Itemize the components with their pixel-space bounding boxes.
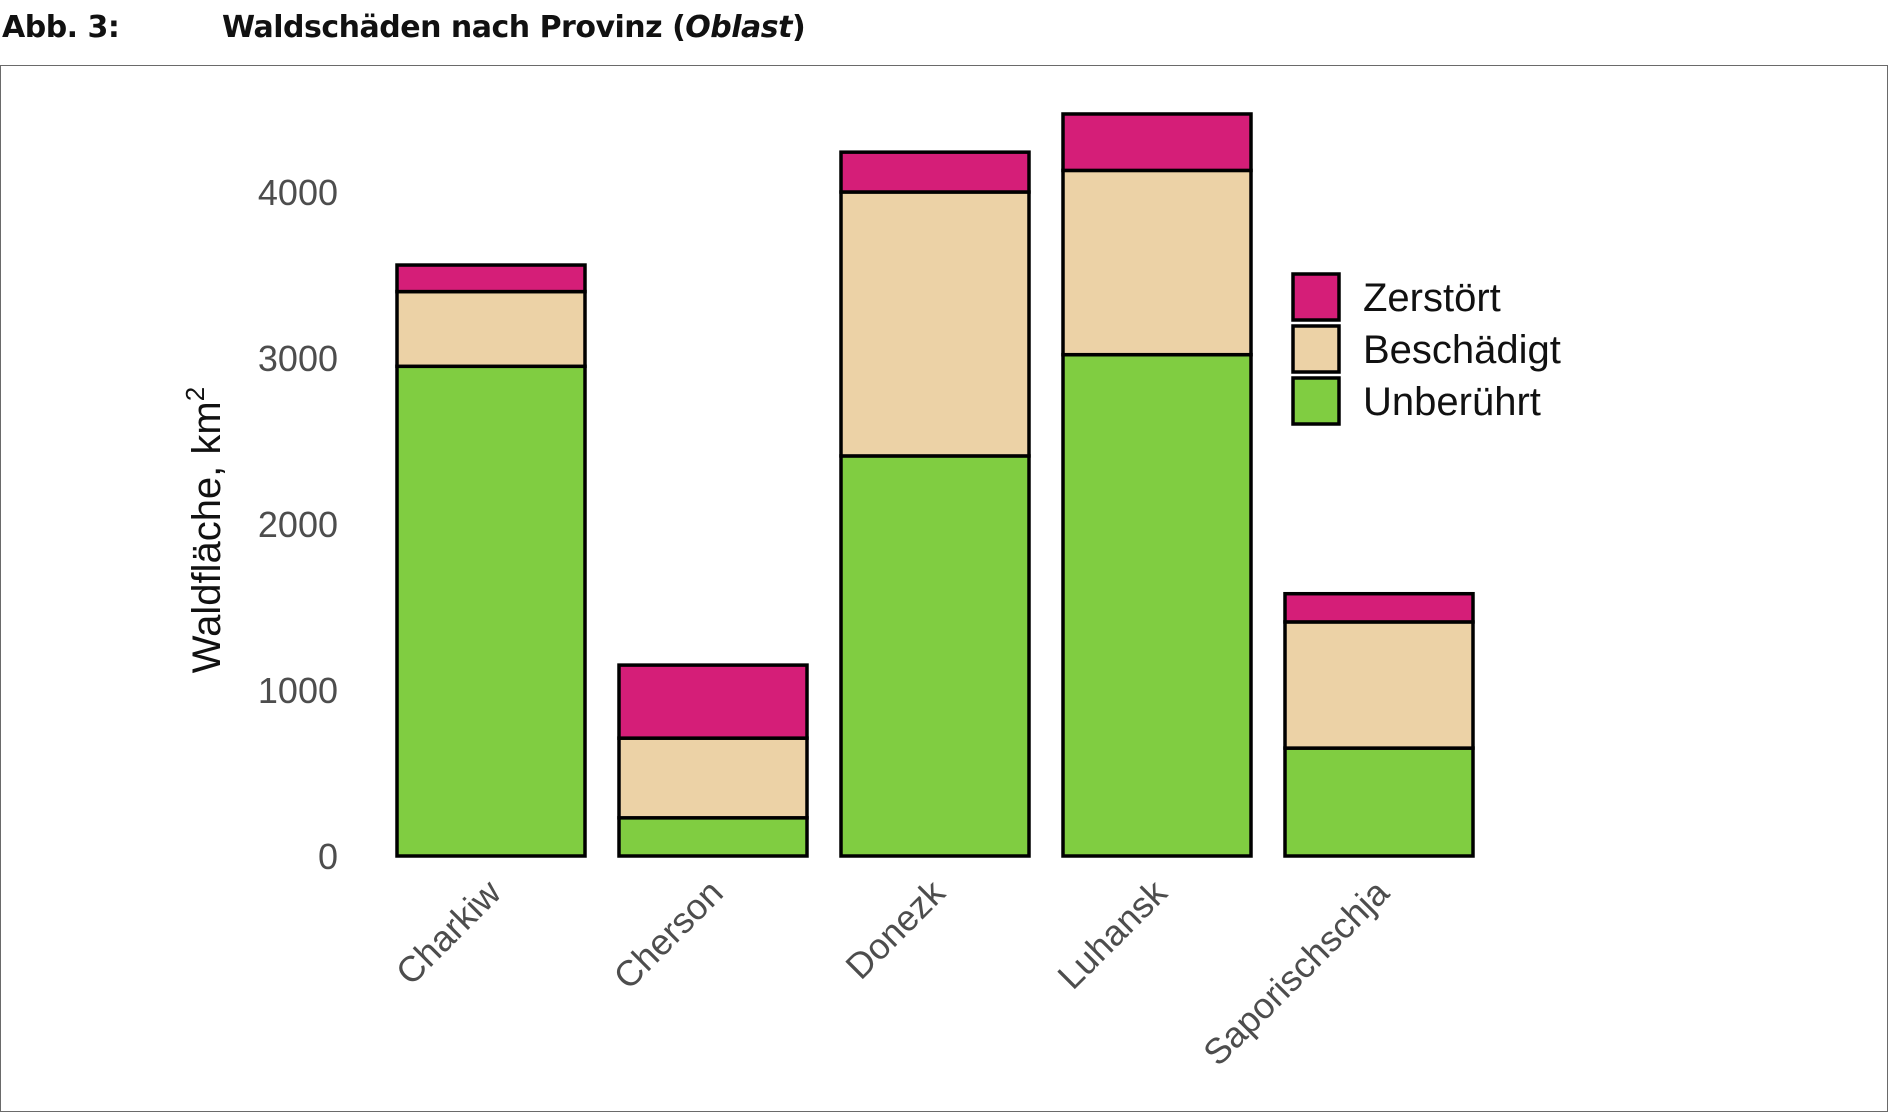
bar-luhansk-besch-digt (1061, 168, 1253, 357)
legend-label-besch-digt: Beschädigt (1363, 328, 1561, 372)
bar-charkiw-zerst-rt (395, 263, 587, 294)
y-axis-label-text: Waldfläche, km (185, 401, 229, 673)
bar-saporischschja-zerst-rt (1283, 591, 1475, 624)
bar-luhansk-zerst-rt (1061, 112, 1253, 173)
bar-donezk-zerst-rt (839, 150, 1031, 194)
legend-key-besch-digt (1291, 324, 1341, 374)
y-axis-ticks: 0 1000 2000 3000 4000 (258, 172, 338, 877)
y-axis-label-superscript: 2 (180, 387, 210, 401)
bar-saporischschja-unber-hrt (1283, 746, 1475, 858)
figure-header: Abb. 3: Waldschäden nach Provinz (Oblast… (0, 8, 1890, 56)
figure-title-end: ) (791, 10, 806, 45)
x-label-luhansk: Luhansk (1049, 871, 1175, 997)
x-label-cherson: Cherson (605, 872, 730, 997)
y-tick-label-0: 0 (318, 836, 338, 877)
figure-label: Abb. 3: (2, 10, 120, 45)
legend: Zerstört Beschädigt Unberührt (1291, 272, 1561, 426)
bars-group (395, 112, 1475, 858)
bar-saporischschja-besch-digt (1283, 620, 1475, 750)
bar-charkiw-besch-digt (395, 289, 587, 369)
bar-cherson-besch-digt (617, 736, 809, 820)
legend-label-zerst-rt: Zerstört (1363, 276, 1501, 320)
y-tick-label-1000: 1000 (258, 670, 338, 711)
y-tick-label-4000: 4000 (258, 172, 338, 213)
bar-donezk-unber-hrt (839, 454, 1031, 858)
bar-cherson-unber-hrt (617, 816, 809, 858)
x-label-saporischschja: Saporischschja (1195, 871, 1397, 1073)
figure-title-main: Waldschäden nach Provinz ( (222, 10, 686, 45)
figure-title: Waldschäden nach Provinz (Oblast) (222, 10, 806, 45)
legend-key-unber-hrt (1291, 376, 1341, 426)
bar-cherson-zerst-rt (617, 663, 809, 740)
y-tick-label-2000: 2000 (258, 504, 338, 545)
figure-title-italic: Oblast (685, 10, 792, 45)
x-axis-labels: Charkiw Cherson Donezk Luhansk Saporischschj… (388, 871, 1398, 1073)
x-label-charkiw: Charkiw (388, 871, 510, 993)
bar-donezk-besch-digt (839, 190, 1031, 458)
bar-charkiw-unber-hrt (395, 364, 587, 858)
y-tick-label-3000: 3000 (258, 338, 338, 379)
x-label-donezk: Donezk (837, 871, 953, 987)
legend-key-zerst-rt (1291, 272, 1341, 322)
bar-luhansk-unber-hrt (1061, 352, 1253, 858)
legend-label-unber-hrt: Unberührt (1363, 380, 1541, 424)
y-axis-label: Waldfläche, km2 (180, 387, 229, 673)
chart-frame (0, 65, 1888, 1112)
